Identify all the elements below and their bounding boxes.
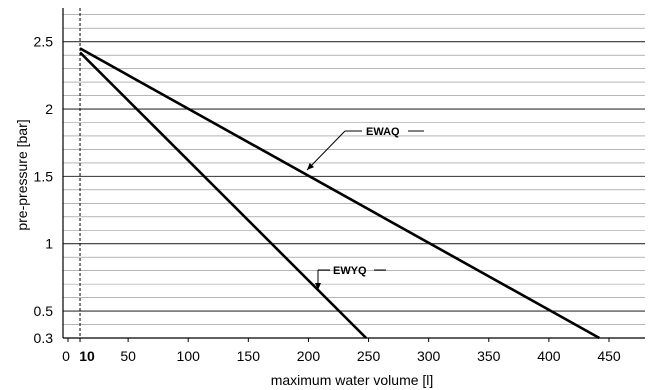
series-line-ewyq [79, 51, 368, 339]
series-label-ewyq: EWYQ [333, 265, 367, 277]
x-tick-label: 300 [417, 348, 441, 364]
series-label-ewaq: EWAQ [366, 126, 400, 138]
series-callouts: EWAQ EWYQ [306, 126, 424, 290]
x-tick-label: 150 [237, 348, 261, 364]
minor-gridlines [63, 14, 645, 325]
x-tick-label: 100 [177, 348, 201, 364]
x-tick-label: 450 [597, 348, 621, 364]
x-tick-label: 250 [357, 348, 381, 364]
axes [62, 8, 645, 339]
x-tick-label: 50 [120, 348, 136, 364]
callout-arrowhead-ewyq [315, 283, 321, 290]
y-tick-label: 1 [45, 236, 53, 252]
y-tick-label: 2 [45, 101, 53, 117]
x-tick-label: 200 [297, 348, 321, 364]
y-axis-title: pre-pressure [bar] [14, 119, 30, 230]
x-axis-title: maximum water volume [l] [271, 372, 434, 388]
x-tick-label: 10 [79, 348, 95, 364]
x-tick-labels: 0 10 50 100 150 200 250 300 350 400 450 [62, 338, 621, 364]
callout-arrow-ewaq [306, 130, 346, 171]
series-lines [79, 47, 601, 340]
callout-arrowhead-ewaq [307, 162, 315, 170]
y-tick-label: 2.5 [34, 34, 54, 50]
x-tick-label: 350 [477, 348, 501, 364]
major-gridlines [63, 41, 645, 339]
y-tick-label: 0.5 [34, 303, 54, 319]
x-tick-label: 400 [537, 348, 561, 364]
series-line-ewaq [79, 47, 601, 340]
y-tick-labels: 0.3 0.5 1 1.5 2 2.5 [34, 34, 54, 346]
y-tick-label: 0.3 [34, 330, 54, 346]
y-tick-label: 1.5 [34, 168, 54, 184]
x-tick-label: 0 [62, 348, 70, 364]
